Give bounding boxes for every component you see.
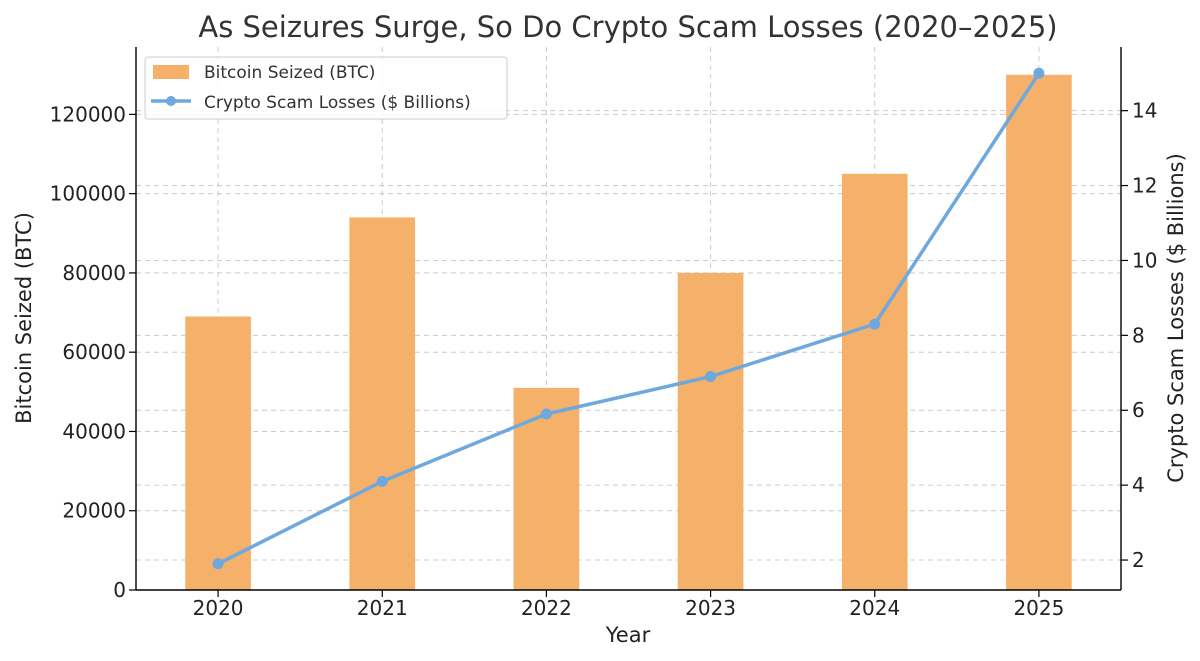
right-tick-label: 10 [1132,248,1157,272]
bar-2023 [677,272,744,590]
right-axis-ticks: 2 4 6 8 10 12 14 [1121,99,1157,572]
line-series [212,67,1045,570]
x-tick-label: 2021 [357,596,408,620]
bar-2025 [1006,74,1072,591]
bar-2020 [185,316,251,590]
legend-label-bitcoin-seized: Bitcoin Seized (BTC) [204,63,375,83]
left-tick-label: 100000 [50,182,126,206]
left-axis-ticks: 0 20000 40000 60000 80000 100000 120000 [50,102,136,602]
left-tick-label: 80000 [62,261,126,285]
right-tick-label: 6 [1132,398,1145,422]
x-tick-label: 2024 [849,596,900,620]
right-tick-label: 8 [1132,323,1145,347]
scam-losses-point-2022 [540,408,552,420]
x-axis-label: Year [605,623,651,647]
right-tick-label: 12 [1132,174,1157,198]
x-tick-label: 2022 [521,596,572,620]
bar-2024 [841,173,908,590]
x-tick-label: 2025 [1013,596,1064,620]
bar-2021 [349,217,416,590]
legend-label-scam-losses: Crypto Scam Losses ($ Billions) [204,93,471,113]
legend: Bitcoin Seized (BTC) Crypto Scam Losses … [144,56,508,120]
left-tick-label: 60000 [62,340,126,364]
left-axis-label: Bitcoin Seized (BTC) [12,212,36,424]
legend-swatch-bar [153,65,189,79]
legend-box [144,56,508,120]
axes-frame [135,47,1122,591]
grid-lines [136,47,1121,591]
right-tick-label: 2 [1132,548,1145,572]
legend-swatch-marker [166,96,176,106]
scam-losses-point-2024 [869,318,881,330]
bar-series [185,74,1072,591]
left-tick-label: 120000 [50,102,126,126]
left-tick-label: 20000 [62,499,126,523]
right-tick-label: 4 [1132,473,1145,497]
right-axis-label: Crypto Scam Losses ($ Billions) [1164,153,1188,483]
scam-losses-point-2020 [212,558,224,570]
chart-title: As Seizures Surge, So Do Crypto Scam Los… [198,10,1057,44]
right-tick-label: 14 [1132,99,1157,123]
left-tick-label: 0 [113,578,126,602]
left-tick-label: 40000 [62,419,126,443]
scam-losses-point-2021 [376,475,388,487]
scam-losses-line [217,72,1041,566]
scam-losses-point-2023 [705,371,717,383]
scam-losses-point-2025 [1033,67,1045,79]
x-tick-label: 2020 [193,596,244,620]
x-axis-ticks: 2020 2021 2022 2023 2024 2025 [193,590,1064,620]
x-tick-label: 2023 [685,596,736,620]
